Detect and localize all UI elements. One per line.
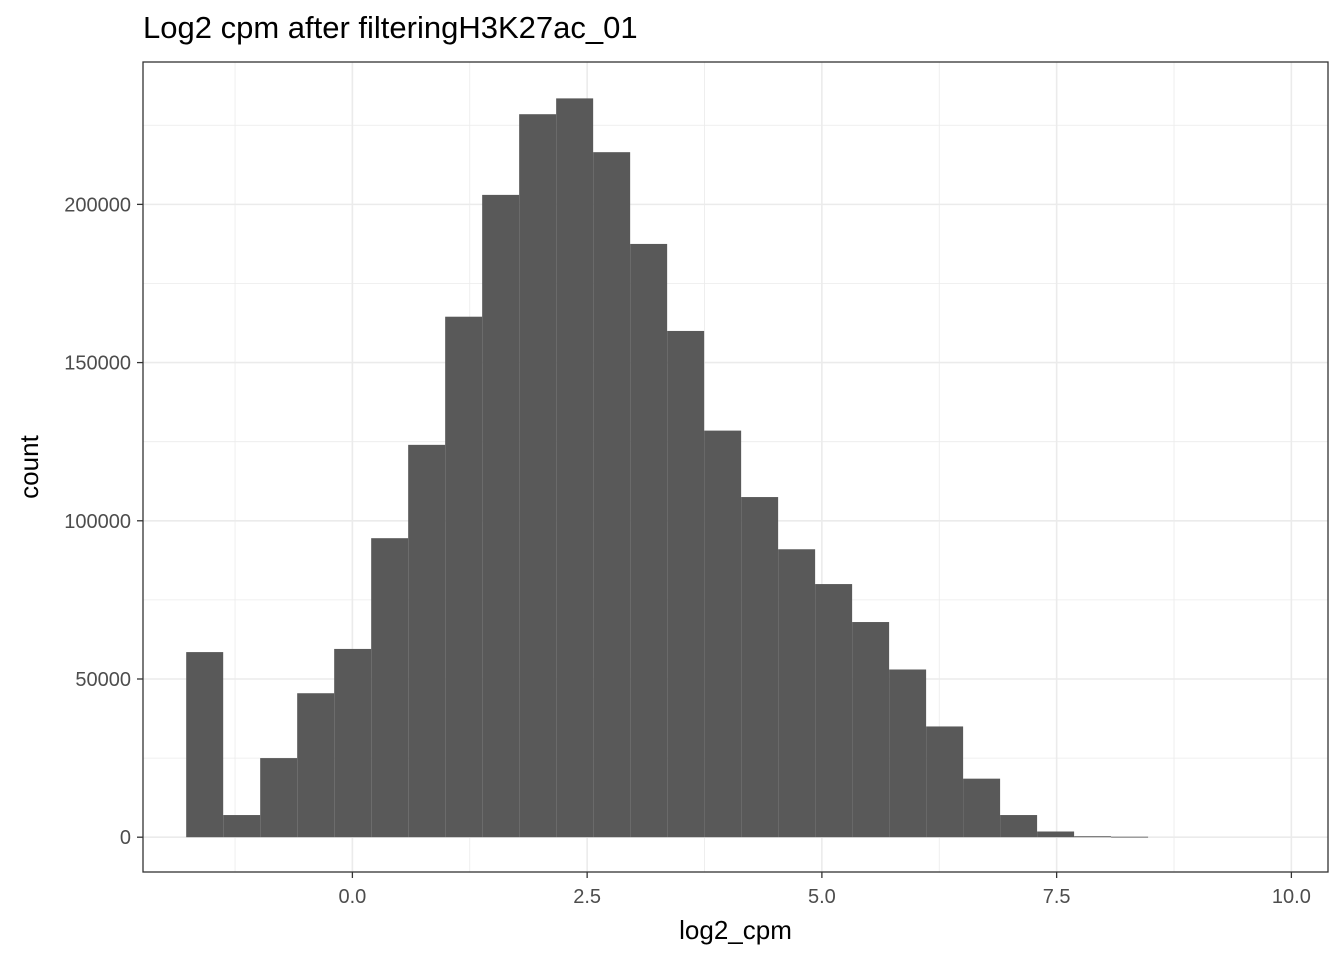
y-tick-label: 100000 <box>64 511 131 533</box>
histogram-bar <box>186 652 224 838</box>
chart-title: Log2 cpm after filteringH3K27ac_01 <box>143 10 638 45</box>
histogram-bar <box>334 648 372 838</box>
y-tick-label: 50000 <box>75 669 131 691</box>
histogram-bar <box>778 549 816 838</box>
x-tick-label: 0.0 <box>338 886 366 908</box>
y-tick-label: 0 <box>120 827 131 849</box>
histogram-bar <box>593 152 631 838</box>
histogram-bar <box>815 584 853 838</box>
axis-ticks: 0.0 2.5 5.0 7.5 10.0 0 50000 100000 150000 200000 <box>64 194 1311 908</box>
x-tick-label: 5.0 <box>808 886 836 908</box>
x-axis-title: log2_cpm <box>679 915 792 945</box>
histogram-bar <box>1037 831 1075 838</box>
y-tick-label: 200000 <box>64 194 131 216</box>
histogram-bar <box>408 444 446 838</box>
x-tick-label: 7.5 <box>1043 886 1071 908</box>
x-tick-label: 2.5 <box>573 886 601 908</box>
histogram-bar <box>1111 836 1149 838</box>
plot-panel-border <box>142 61 1329 873</box>
histogram-bar <box>371 538 409 838</box>
histogram-bar <box>889 669 927 838</box>
histogram-bar <box>667 330 705 838</box>
histogram-bar <box>963 778 1001 838</box>
histogram-bar <box>852 622 890 838</box>
histogram-bar <box>741 497 779 838</box>
y-axis-title: count <box>14 434 44 498</box>
x-tick-label: 10.0 <box>1272 886 1311 908</box>
histogram-bars <box>186 98 1149 838</box>
histogram-bar <box>297 693 335 838</box>
y-tick-label: 150000 <box>64 353 131 375</box>
histogram-bar <box>556 98 594 838</box>
histogram-bar <box>260 758 298 838</box>
histogram-bar <box>445 316 483 838</box>
histogram-bar <box>704 430 742 838</box>
histogram-bar <box>630 243 668 838</box>
histogram-bar <box>519 114 557 838</box>
histogram-bar <box>926 726 964 838</box>
histogram-bar <box>223 815 261 838</box>
histogram-bar <box>1000 815 1038 838</box>
histogram-bar <box>482 194 520 838</box>
histogram-bar <box>1074 836 1112 838</box>
